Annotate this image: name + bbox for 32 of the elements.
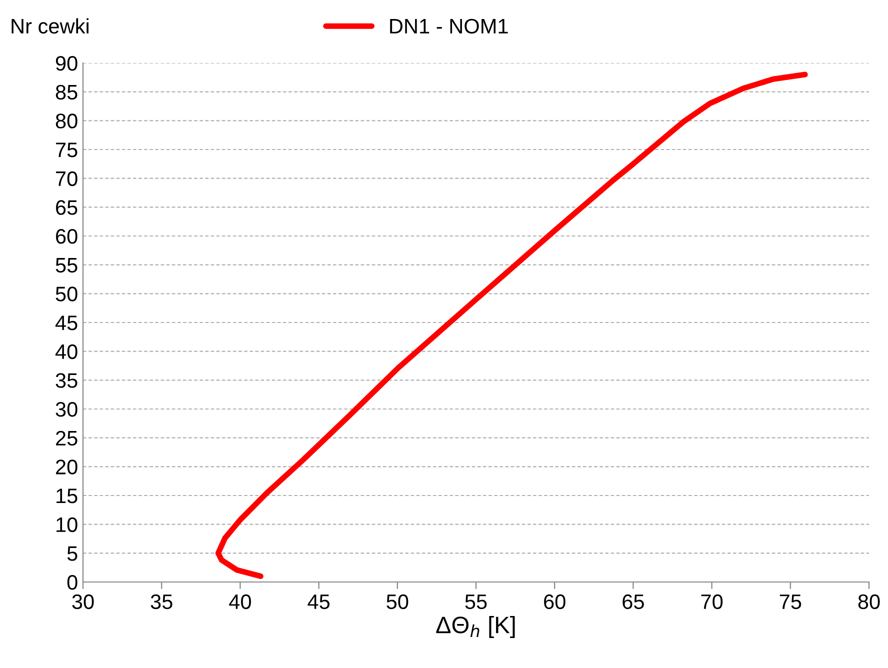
- x-tick-label: 45: [308, 594, 330, 610]
- legend-label: DN1 - NOM1: [390, 18, 508, 34]
- y-tick-label: 50: [56, 286, 78, 302]
- x-tick-label: 35: [150, 594, 172, 610]
- x-tick-label: 75: [780, 594, 802, 610]
- y-tick-label: 60: [56, 229, 78, 244]
- y-tick-label: 0: [67, 575, 78, 590]
- y-tick-label: 10: [56, 517, 78, 532]
- x-axis-title: ΔΘ$_{h}$ [K]: [436, 616, 515, 638]
- x-tick-label: 65: [622, 594, 644, 610]
- y-tick-label: 40: [55, 344, 78, 360]
- x-tick-label: 40: [229, 594, 251, 610]
- y-tick-label: 55: [56, 258, 78, 273]
- y-tick-label: 45: [55, 316, 78, 330]
- y-tick-label: 20: [56, 460, 78, 474]
- y-tick-label: 70: [56, 171, 78, 186]
- y-tick-label: 85: [56, 84, 78, 100]
- x-tick-label: 70: [701, 594, 723, 610]
- x-tick-label: 80: [858, 594, 880, 610]
- y-tick-label: 75: [56, 142, 78, 158]
- y-tick-label: 80: [56, 114, 78, 128]
- x-tick-label: 50: [386, 594, 408, 610]
- y-tick-label: 35: [56, 373, 78, 388]
- y-tick-label: 25: [56, 430, 78, 446]
- y-tick-label: 15: [56, 488, 78, 504]
- x-tick-label: 60: [544, 594, 566, 610]
- x-tick-label: 55: [465, 594, 487, 610]
- y-tick-label: 65: [56, 200, 78, 215]
- y-tick-label: 30: [56, 402, 78, 417]
- y-axis-title: Nr cewki: [12, 18, 88, 34]
- y-tick-label: 5: [67, 546, 78, 561]
- y-tick-label: 90: [56, 56, 78, 71]
